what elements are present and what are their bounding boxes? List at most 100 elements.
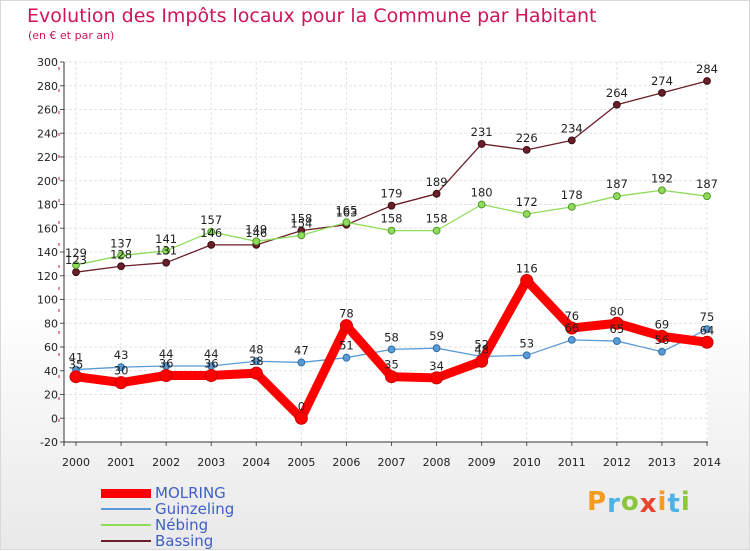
chart-title: Evolution des Impôts locaux pour la Comm…	[27, 5, 597, 27]
data-label: 116	[516, 262, 538, 276]
legend-swatch	[101, 540, 151, 542]
data-point	[522, 210, 531, 218]
data-point	[162, 246, 171, 255]
data-label: 35	[384, 358, 399, 372]
data-point	[252, 357, 261, 366]
x-tick-label: 2003	[197, 456, 225, 469]
data-point	[522, 351, 531, 360]
logo-letter: x	[639, 489, 658, 519]
data-point	[159, 369, 173, 382]
data-point	[162, 258, 171, 267]
data-point	[477, 140, 486, 148]
data-label: 66	[564, 321, 579, 335]
legend-swatch	[101, 508, 151, 510]
logo-letter: i	[680, 487, 691, 517]
data-label: 48	[249, 342, 264, 356]
data-point	[432, 226, 441, 235]
data-point	[655, 329, 669, 343]
y-tick-label: -20	[40, 436, 58, 449]
y-tick-label: 160	[37, 222, 58, 235]
data-label: 158	[381, 212, 403, 226]
x-tick-label: 2001	[107, 456, 135, 469]
y-tick-label: 120	[37, 270, 58, 283]
x-tick-label: 2011	[558, 456, 586, 469]
data-label: 284	[696, 62, 718, 76]
data-point	[700, 335, 714, 349]
logo-letter: o	[620, 487, 640, 517]
data-label: 187	[696, 177, 718, 191]
data-label: 149	[245, 222, 267, 236]
data-point	[520, 274, 534, 287]
data-label: 226	[516, 131, 538, 145]
data-label: 157	[200, 213, 222, 227]
chart-legend: MOLRING Guinzeling Nébing Bassing	[101, 485, 234, 549]
data-label: 180	[471, 186, 493, 200]
data-point	[72, 261, 80, 269]
data-label: 58	[384, 330, 399, 344]
x-tick-label: 2000	[62, 456, 90, 469]
data-label: 80	[610, 304, 625, 318]
data-label: 52	[474, 338, 489, 352]
data-label: 137	[110, 237, 132, 251]
data-label: 131	[155, 244, 177, 258]
data-label: 51	[339, 339, 354, 353]
data-point	[339, 319, 353, 333]
x-tick-label: 2008	[423, 456, 451, 469]
data-point	[658, 186, 666, 195]
data-label: 158	[290, 212, 312, 226]
data-label: 192	[651, 171, 673, 185]
logo-letter: P	[587, 487, 608, 517]
y-tick-label: 280	[37, 80, 58, 93]
data-point	[297, 358, 306, 367]
y-tick-label: 300	[37, 56, 58, 69]
data-label: 78	[339, 307, 354, 321]
x-tick-label: 2002	[152, 456, 180, 469]
legend-label: MOLRING	[155, 484, 226, 502]
data-point	[342, 218, 351, 227]
data-point	[567, 202, 576, 211]
data-label: 179	[381, 187, 403, 201]
data-point	[612, 337, 621, 345]
data-point	[432, 344, 441, 353]
data-label: 129	[65, 246, 87, 260]
data-point	[72, 268, 80, 277]
data-label: 172	[516, 195, 538, 209]
data-point	[475, 354, 489, 368]
data-point	[207, 240, 216, 249]
data-label: 158	[426, 212, 448, 226]
data-point	[297, 231, 306, 240]
series-molring	[69, 274, 714, 425]
x-tick-label: 2007	[378, 456, 406, 469]
legend-item: Nébing	[101, 517, 234, 533]
data-label: 47	[294, 343, 309, 357]
x-tick-label: 2009	[468, 456, 496, 469]
data-label: 64	[700, 323, 715, 337]
data-label: 30	[114, 364, 129, 378]
data-label: 234	[561, 121, 583, 135]
data-label: 141	[155, 232, 177, 246]
data-point	[612, 192, 621, 201]
legend-swatch	[101, 524, 151, 526]
data-point	[385, 370, 398, 384]
proxiti-logo: Proxiti	[587, 487, 691, 519]
legend-item: MOLRING	[101, 485, 234, 501]
legend-label: Bassing	[155, 532, 214, 550]
data-point	[658, 88, 666, 97]
data-point	[430, 371, 444, 385]
data-label: 75	[700, 310, 715, 324]
data-point	[294, 411, 308, 425]
data-point	[204, 369, 218, 382]
y-tick-label: 140	[37, 246, 58, 259]
data-label: 34	[429, 359, 444, 373]
data-label: 65	[610, 322, 625, 336]
data-point	[69, 370, 83, 384]
y-tick-label: 80	[44, 317, 58, 330]
data-label: 146	[245, 226, 267, 240]
y-tick-label: 240	[37, 127, 58, 140]
data-label: 189	[426, 175, 448, 189]
data-point	[522, 145, 531, 154]
logo-letter: r	[607, 489, 621, 519]
data-point	[249, 366, 263, 380]
data-label: 38	[249, 354, 264, 368]
x-tick-label: 2013	[648, 456, 676, 469]
